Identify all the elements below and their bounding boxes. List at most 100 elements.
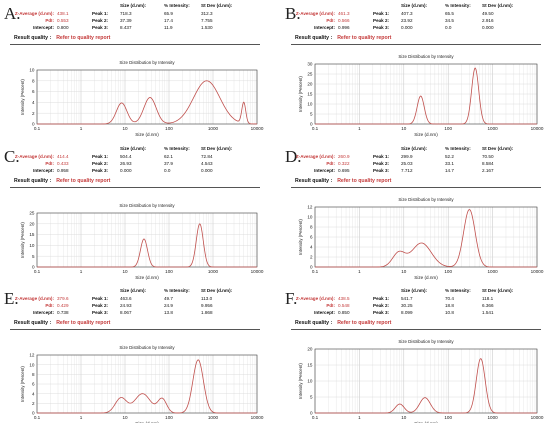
y-tick-label: 6 (32, 382, 35, 387)
peak-label: Peak 3: (373, 168, 390, 173)
x-tick-label: 0.1 (312, 269, 319, 274)
result-quality: Result quality : Refer to quality report (14, 35, 110, 41)
y-tick-label: 10 (307, 102, 313, 107)
x-tick-label: 100 (165, 269, 173, 274)
result-quality: Result quality : Refer to quality report (14, 178, 110, 184)
y-tick-label: 15 (29, 232, 35, 237)
y-tick-label: 12 (307, 205, 313, 210)
peak-stdev-value: 7.755 (201, 18, 213, 23)
x-axis-label: Size (d.nm) (414, 421, 438, 423)
quality-report-link[interactable]: Refer to quality report (337, 320, 392, 326)
result-quality-label: Result quality : (295, 320, 333, 326)
intercept-label: Intercept: (314, 310, 335, 315)
peak-intensity-value: 0.0 (445, 25, 452, 30)
peak-stdev-value: 4.543 (201, 161, 213, 166)
quality-report-link[interactable]: Refer to quality report (337, 35, 392, 41)
column-header: % Intensity: (164, 288, 190, 293)
peak-intensity-value: 11.9 (164, 25, 173, 30)
intercept-label: Intercept: (33, 168, 54, 173)
chart-title: Size Distribution by Intensity (119, 203, 175, 208)
peak-stdev-value: 1.541 (482, 310, 494, 315)
separator-line (10, 187, 260, 188)
x-tick-label: 1 (80, 126, 83, 131)
quality-report-link[interactable]: Refer to quality report (56, 35, 111, 41)
plot-frame (314, 206, 538, 268)
peak-label: Peak 2: (373, 303, 390, 308)
distribution-curve (315, 209, 537, 268)
y-axis-label: Intensity (Percent) (298, 219, 303, 255)
quality-report-link[interactable]: Refer to quality report (337, 178, 392, 184)
peak-stdev-value: 72.84 (201, 154, 213, 159)
column-header: % Intensity: (164, 146, 190, 151)
separator-line (291, 187, 541, 188)
x-axis-label: Size (d.nm) (135, 275, 159, 280)
x-tick-label: 10 (401, 269, 407, 274)
x-tick-label: 10 (122, 126, 128, 131)
y-tick-label: 20 (307, 347, 313, 352)
peak-label: Peak 2: (92, 18, 109, 23)
x-tick-label: 1 (80, 415, 83, 420)
peak-stdev-value: 1.868 (201, 310, 213, 315)
pdi-label: PdI: (45, 161, 54, 166)
peak-label: Peak 3: (92, 168, 109, 173)
peak-size-value: 541.7 (401, 296, 413, 301)
x-axis-label: Size (d.nm) (414, 275, 438, 280)
dls-panel: C. Size (d.nm): % Intensity: St Dev (d.nm):… (2, 143, 264, 281)
y-tick-label: 0 (310, 411, 313, 416)
x-tick-label: 0.1 (34, 269, 41, 274)
peak-intensity-value: 33.1 (445, 161, 454, 166)
dls-panel: B. Size (d.nm): % Intensity: St Dev (d.nm):… (283, 0, 545, 138)
y-tick-label: 10 (307, 379, 313, 384)
x-tick-label: 10000 (251, 126, 264, 131)
intercept-label: Intercept: (33, 310, 54, 315)
quality-report-link[interactable]: Refer to quality report (56, 178, 111, 184)
panel-letter: C. (4, 147, 20, 166)
intercept-value: 0.958 (57, 168, 69, 173)
y-tick-label: 15 (307, 92, 313, 97)
distribution-curve (37, 80, 258, 125)
y-tick-label: 10 (29, 243, 35, 248)
peak-stdev-value: 2.916 (482, 18, 494, 23)
quality-report-link[interactable]: Refer to quality report (56, 320, 111, 326)
intercept-label: Intercept: (33, 25, 54, 30)
pdi-label: PdI: (326, 161, 335, 166)
x-tick-label: 100 (165, 415, 173, 420)
y-tick-label: 6 (32, 89, 35, 94)
x-axis-label: Size (d.nm) (135, 132, 159, 137)
y-tick-label: 2 (32, 401, 35, 406)
x-tick-label: 1000 (208, 269, 219, 274)
chart-title: Size Distribution by Intensity (119, 60, 175, 65)
y-axis-label: Intensity (Percent) (298, 76, 303, 112)
x-tick-label: 100 (165, 126, 173, 131)
pdi-label: PdI: (326, 303, 335, 308)
peak-intensity-value: 34.5 (445, 18, 454, 23)
peak-stdev-value: 8.584 (482, 161, 494, 166)
y-tick-label: 6 (310, 235, 313, 240)
peak-intensity-value: 10.8 (445, 310, 454, 315)
x-tick-label: 1000 (487, 415, 498, 420)
pdi-label: PdI: (326, 18, 335, 23)
x-tick-label: 10000 (531, 415, 544, 420)
peak-stdev-value: 6.366 (482, 303, 494, 308)
peak-size-value: 26.93 (120, 161, 132, 166)
x-tick-label: 10 (401, 415, 407, 420)
y-tick-label: 30 (307, 62, 313, 67)
y-axis-label: Intensity (Percent) (20, 366, 25, 402)
intercept-value: 0.800 (57, 25, 69, 30)
x-tick-label: 0.1 (34, 415, 41, 420)
z_average-label: Z-Average (d.nm): (295, 296, 335, 301)
peak-stdev-value: 70.50 (482, 154, 494, 159)
dls-panel: A. Size (d.nm): % Intensity: St Dev (d.nm):… (2, 0, 264, 138)
distribution-curve (37, 223, 257, 268)
x-tick-label: 10 (401, 126, 407, 131)
dls-panel: D. Size (d.nm): % Intensity: St Dev (d.nm):… (283, 143, 545, 281)
y-tick-label: 4 (32, 391, 35, 396)
separator-line (291, 329, 541, 330)
peak-label: Peak 2: (92, 161, 109, 166)
x-axis-label: Size (d.nm) (414, 132, 438, 137)
peak-intensity-value: 14.7 (445, 168, 454, 173)
dls-panel: E. Size (d.nm): % Intensity: St Dev (d.nm):… (2, 285, 264, 423)
peak-label: Peak 2: (92, 303, 109, 308)
